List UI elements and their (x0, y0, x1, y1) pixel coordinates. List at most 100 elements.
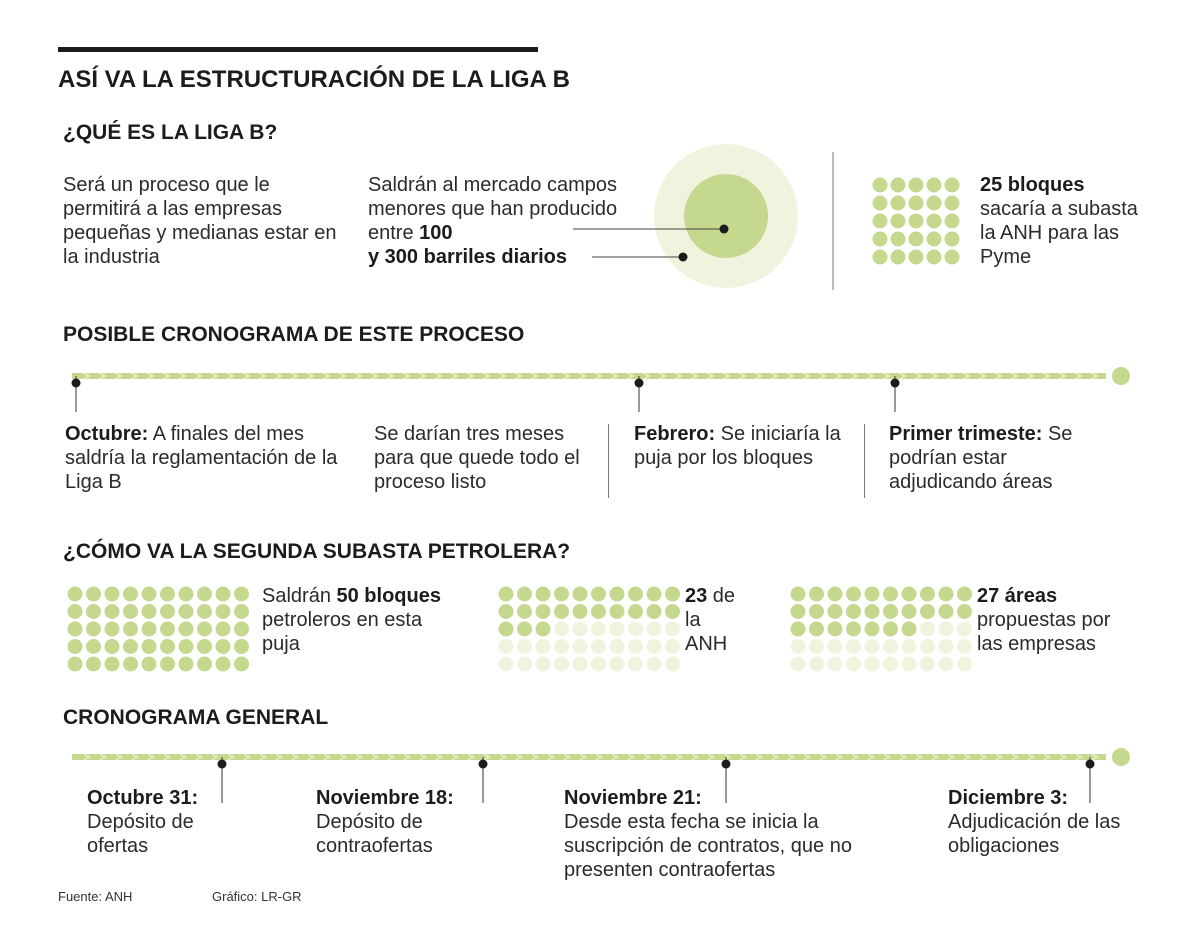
auction-block-dot (809, 639, 824, 654)
timeline-chevron (627, 372, 635, 380)
block-dot (944, 249, 960, 265)
market-description: Saldrán al mercado campos menores que ha… (368, 173, 638, 269)
group-27-post: propuestas por las empresas (977, 609, 1111, 655)
timeline-chevron (419, 753, 427, 761)
auction-block-dot (609, 586, 625, 602)
auction-block-dot (215, 639, 231, 654)
timeline-chevron (931, 753, 939, 761)
auction-block-dot (809, 604, 824, 619)
auction-block-dot (920, 656, 935, 672)
liga-b-description: Será un proceso que le permitirá a las e… (63, 174, 337, 268)
auction-block-dot (957, 586, 972, 602)
timeline-chevron (1075, 753, 1083, 761)
timeline-chevron (659, 372, 667, 380)
auction-block-dot (864, 639, 880, 654)
timeline-chevron (371, 753, 379, 761)
timeline-marker (634, 378, 644, 388)
timeline-chevron (227, 372, 235, 380)
auction-block-dot (160, 621, 175, 637)
auction-block-dot (957, 639, 972, 654)
auction-block-dot (628, 639, 643, 654)
auction-block-dot (160, 639, 175, 654)
general-item-dic3: Diciembre 3: Adjudicación de las obligac… (948, 786, 1138, 858)
auction-block-dot (498, 621, 514, 637)
timeline-chevron (1091, 372, 1099, 380)
timeline-chevron (275, 372, 283, 380)
block-dot (890, 231, 906, 247)
auction-block-dot (809, 621, 824, 637)
segunda-heading: ¿CÓMO VA LA SEGUNDA SUBASTA PETROLERA? (63, 540, 571, 563)
auction-block-dot (498, 586, 514, 602)
auction-block-dot (883, 586, 898, 602)
auction-block-dot (517, 621, 532, 637)
auction-block-dot (86, 586, 101, 602)
timeline-chevron (883, 753, 891, 761)
auction-block-dot (67, 586, 83, 602)
general-heading: CRONOGRAMA GENERAL (63, 706, 329, 729)
auction-block-dot (123, 604, 138, 619)
auction-block-dot (790, 656, 806, 672)
block-dot (944, 195, 960, 211)
auction-block-dot (104, 621, 120, 637)
auction-block-dot (809, 656, 824, 672)
auction-block-dot (234, 621, 249, 637)
timeline-chevron (851, 372, 859, 380)
general-item-dic3-label: Diciembre 3: (948, 787, 1069, 809)
timeline-chevron (1043, 372, 1051, 380)
posible-item-octubre: Octubre: A finales del mes saldría la re… (65, 422, 340, 494)
blocks-25-desc: sacaría a subasta la ANH para las Pyme (980, 198, 1138, 268)
timeline-chevron (739, 372, 747, 380)
timeline-chevron (1011, 372, 1019, 380)
timeline-chevron (899, 753, 907, 761)
auction-block-dot (665, 604, 680, 619)
group-23-post: de la ANH (685, 585, 736, 655)
timeline-chevron (435, 372, 443, 380)
auction-block-dot (846, 586, 861, 602)
auction-block-dot (920, 621, 935, 637)
timeline-chevron (483, 753, 491, 761)
timeline-chevron (147, 372, 155, 380)
timeline-chevron (211, 753, 219, 761)
timeline-chevron (499, 372, 507, 380)
timeline-chevron (467, 372, 475, 380)
auction-block-dot (178, 639, 194, 654)
auction-block-dot (846, 656, 861, 672)
auction-grids (67, 586, 972, 672)
auction-block-dot (67, 656, 83, 672)
auction-block-dot (104, 656, 120, 672)
auction-block-dot (646, 621, 662, 637)
timeline-chevron (915, 753, 923, 761)
block-dot (908, 177, 924, 193)
timeline-chevron (195, 372, 203, 380)
timeline-chevron (803, 753, 811, 761)
auction-block-dot (160, 604, 175, 619)
timeline-chevron (339, 372, 347, 380)
auction-block-dot (215, 621, 231, 637)
block-dot (890, 213, 906, 229)
auction-block-dot (535, 621, 551, 637)
timeline-chevron (1075, 372, 1083, 380)
market-bold-300: y 300 barriles diarios (368, 246, 568, 268)
timeline-chevron (995, 372, 1003, 380)
timeline-chevron (611, 372, 619, 380)
auction-block-dot (901, 639, 917, 654)
timeline-end-dot (1112, 367, 1130, 385)
auction-block-dot (827, 621, 843, 637)
block-dot (872, 213, 888, 229)
timeline-chevron (883, 372, 891, 380)
block-dot (872, 177, 888, 193)
posible-item-febrero-text: Se iniciaría la puja por los bloques (634, 423, 841, 469)
auction-block-dot (864, 621, 880, 637)
timeline-chevron (1027, 372, 1035, 380)
timeline-chevron (627, 753, 635, 761)
auction-block-dot (215, 604, 231, 619)
auction-block-dot (572, 586, 588, 602)
auction-block-dot (591, 586, 606, 602)
auction-block-dot (609, 639, 625, 654)
timeline-chevron (243, 753, 251, 761)
timeline-chevron (595, 753, 603, 761)
auction-block-dot (790, 621, 806, 637)
auction-block-dot (498, 604, 514, 619)
auction-block-dot (572, 621, 588, 637)
posible-divider-2 (864, 424, 865, 498)
